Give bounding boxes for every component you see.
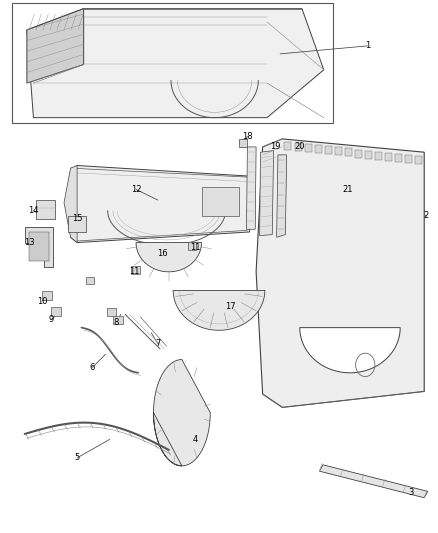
Polygon shape [247,147,256,229]
Polygon shape [25,227,53,266]
Polygon shape [277,155,287,237]
Bar [113,316,123,325]
FancyBboxPatch shape [294,143,301,151]
Text: 10: 10 [37,296,47,305]
Polygon shape [256,139,424,407]
Text: 14: 14 [28,206,39,215]
FancyBboxPatch shape [325,147,332,155]
Text: 18: 18 [242,132,253,141]
FancyBboxPatch shape [335,148,342,156]
Polygon shape [64,165,77,243]
Polygon shape [35,200,55,219]
Polygon shape [319,465,427,498]
Polygon shape [173,290,265,330]
Text: 6: 6 [90,363,95,372]
Bar [107,308,117,317]
Text: 3: 3 [408,488,414,497]
Bar [86,277,94,284]
FancyBboxPatch shape [355,150,362,158]
Bar [42,292,52,300]
FancyBboxPatch shape [385,153,392,161]
Text: 11: 11 [129,268,139,276]
Text: 4: 4 [192,435,198,444]
Polygon shape [136,243,201,272]
Polygon shape [300,328,400,373]
FancyBboxPatch shape [405,155,412,163]
Polygon shape [68,216,86,232]
Text: 17: 17 [225,302,235,311]
FancyBboxPatch shape [304,144,311,152]
FancyBboxPatch shape [201,187,239,216]
FancyBboxPatch shape [375,152,382,160]
Text: 13: 13 [24,238,35,247]
Polygon shape [27,9,324,118]
FancyBboxPatch shape [415,156,422,164]
Text: 8: 8 [114,318,119,327]
Text: 1: 1 [365,42,370,51]
Text: 11: 11 [190,244,200,253]
Text: 2: 2 [424,212,429,221]
Polygon shape [71,165,250,243]
Polygon shape [239,139,247,147]
Polygon shape [153,360,210,466]
FancyBboxPatch shape [345,149,352,157]
Text: 7: 7 [155,339,161,348]
FancyBboxPatch shape [12,3,332,123]
Text: 21: 21 [343,185,353,194]
Text: 16: 16 [157,249,168,258]
Polygon shape [29,232,49,261]
FancyBboxPatch shape [395,154,402,162]
FancyBboxPatch shape [285,142,291,150]
Text: 5: 5 [74,454,80,463]
Polygon shape [27,9,84,83]
Bar [51,308,60,316]
Text: 9: 9 [48,315,53,324]
FancyBboxPatch shape [314,146,321,154]
FancyBboxPatch shape [365,151,372,159]
Polygon shape [260,151,274,236]
Bar [187,242,196,250]
Bar [131,266,140,274]
Text: 12: 12 [131,185,141,194]
Text: 20: 20 [294,142,305,151]
Text: 19: 19 [271,142,281,151]
Text: 15: 15 [72,214,82,223]
